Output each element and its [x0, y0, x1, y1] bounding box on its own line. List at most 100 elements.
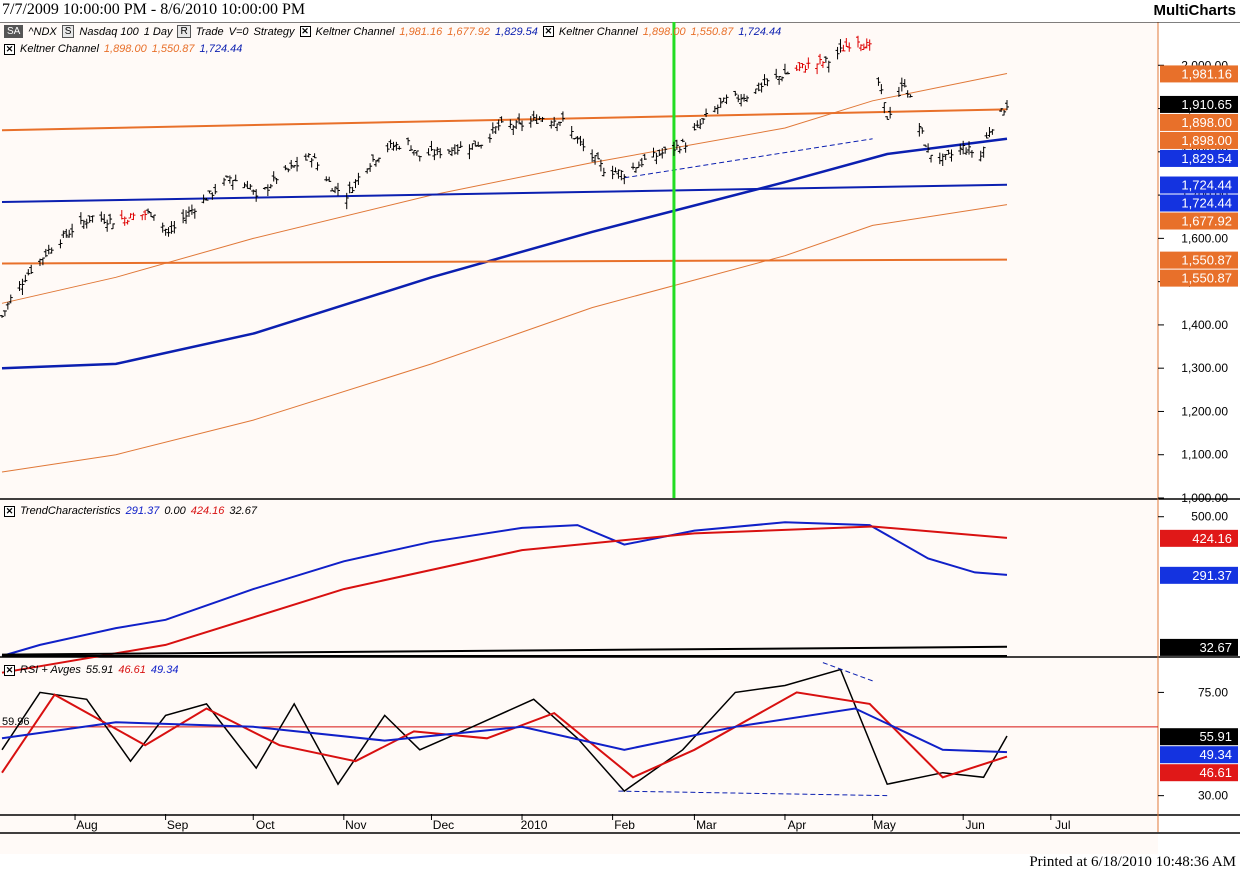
rsi-series-line [1, 691, 1008, 779]
axis-tick-label: 1,100.00 [1181, 448, 1228, 462]
value-label-bg [1160, 764, 1238, 782]
value-label-bg [1160, 176, 1238, 194]
printed-footer: Printed at 6/18/2010 10:48:36 AM [1029, 854, 1236, 870]
kc2-mid: 1,724.44 [738, 25, 782, 38]
trend-series-line [1, 525, 1008, 674]
value-label-bg [1160, 131, 1238, 149]
price-legend-row1: SA ^NDX S Nasdaq 100 1 Day R Trade V=0 S… [4, 25, 781, 38]
trend-legend: ✕ TrendCharacteristics 291.37 0.00 424.1… [4, 505, 257, 517]
value-label-bg [1160, 566, 1238, 584]
symbol-label: ^NDX [28, 25, 57, 38]
value-label: 291.37 [1192, 568, 1232, 583]
kc1-upper: 1,981.16 [399, 25, 443, 38]
trend-name: TrendCharacteristics [20, 505, 121, 517]
chart-canvas[interactable]: 1,000.00 1,100.00 1,200.00 1,300.00 1,400.00… [0, 22, 1240, 854]
x-axis-label: Sep [167, 818, 189, 832]
value-label: 1,550.87 [1181, 253, 1232, 268]
value-label-bg [1160, 728, 1238, 746]
axis-tick-label: 30.00 [1198, 789, 1228, 803]
close-icon[interactable]: ✕ [4, 505, 15, 517]
instrument-label: Nasdaq 100 [79, 25, 139, 38]
chart-header: 7/7/2009 10:00:00 PM - 8/6/2010 10:00:00… [0, 0, 1240, 22]
value-label: 55.91 [1199, 729, 1232, 744]
kc2-upper: 1,898.00 [642, 25, 686, 38]
value-label: 1,550.87 [1181, 271, 1232, 286]
close-icon[interactable]: ✕ [4, 43, 15, 55]
trend-v4: 32.67 [229, 505, 257, 517]
x-axis-label: Aug [76, 818, 97, 832]
value-label: 1,677.92 [1181, 214, 1232, 229]
price-legend-row2: ✕ Keltner Channel 1,898.00 1,550.87 1,72… [4, 43, 242, 55]
value-label-bg [1160, 212, 1238, 230]
close-icon[interactable]: ✕ [4, 664, 15, 676]
axis-tick-label: 1,400.00 [1181, 318, 1228, 332]
x-axis-label: Dec [433, 818, 454, 832]
date-range-title: 7/7/2009 10:00:00 PM - 8/6/2010 10:00:00… [2, 1, 306, 18]
value-label-bg [1160, 638, 1238, 656]
value-label-bg [1160, 269, 1238, 287]
kc-mid-line [1, 137, 1008, 370]
r-box[interactable]: R [177, 25, 191, 38]
value-label-bg [1160, 529, 1238, 547]
rsi-series-line [1, 707, 1008, 754]
rsi-v2: 46.61 [118, 664, 146, 676]
kc-upper-line [1, 73, 1008, 304]
trend-series-line [1, 521, 1008, 657]
kc-flat-upper-line [1, 108, 1008, 132]
rsi-name: RSI + Avges [20, 664, 81, 676]
axis-tick-label: 75.00 [1198, 685, 1228, 699]
rsi-v3: 49.34 [150, 664, 179, 676]
value-label: 49.34 [1199, 747, 1232, 762]
close-icon[interactable]: ✕ [299, 26, 311, 37]
symbol-box[interactable]: SA [4, 25, 24, 38]
trade-label: Trade [195, 25, 224, 38]
trendline-dashed [624, 138, 873, 179]
x-axis-label: Jul [1055, 818, 1070, 832]
kc1-name: Keltner Channel [315, 25, 395, 38]
axis-tick-label: 1,000.00 [1181, 491, 1228, 505]
rsi-legend: ✕ RSI + Avges 55.91 46.61 49.34 [4, 664, 178, 676]
x-axis-label: Oct [256, 818, 275, 832]
v-label: V=0 [228, 25, 249, 38]
rsi-ref-label: 59.96 [2, 716, 30, 728]
kc3-mid: 1,724.44 [199, 43, 243, 55]
rsi-trendline-dashed [822, 662, 873, 682]
kc2-lower: 1,550.87 [690, 25, 734, 38]
value-label: 1,981.16 [1181, 66, 1232, 81]
rsi-v1: 55.91 [85, 664, 114, 676]
kc-flat-mid-line [1, 183, 1008, 203]
axis-tick-label: 1,300.00 [1181, 361, 1228, 375]
value-label: 1,724.44 [1181, 196, 1232, 211]
price-bars [0, 35, 1010, 318]
value-label-bg [1160, 746, 1238, 764]
kc3-upper: 1,898.00 [103, 43, 147, 55]
kc1-lower: 1,677.92 [447, 25, 491, 38]
value-label-bg [1160, 95, 1238, 113]
x-axis-label: May [873, 818, 896, 832]
kc2-name: Keltner Channel [558, 25, 638, 38]
x-axis-label: Apr [788, 818, 807, 832]
x-axis-label: Jun [966, 818, 985, 832]
x-axis-label: Nov [345, 818, 366, 832]
trend-v1: 291.37 [125, 505, 160, 517]
app-brand: MultiCharts [1153, 2, 1237, 19]
interval-label: 1 Day [143, 25, 173, 38]
value-label: 1,898.00 [1181, 115, 1232, 130]
chart-background [0, 22, 1240, 854]
s-box[interactable]: S [61, 25, 75, 38]
rsi-trendline-dashed [618, 790, 888, 797]
x-axis-label: Feb [614, 818, 635, 832]
close-icon[interactable]: ✕ [542, 26, 554, 37]
value-label-bg [1160, 194, 1238, 212]
trend-series-line [1, 645, 1008, 656]
kc1-mid: 1,829.54 [495, 25, 538, 38]
trend-v2: 0.00 [164, 505, 186, 517]
value-label-bg [1160, 251, 1238, 269]
rsi-series-line [1, 668, 1008, 793]
chart-area: 1,000.00 1,100.00 1,200.00 1,300.00 1,400.00… [0, 22, 1240, 854]
value-label-bg [1160, 113, 1238, 131]
value-label: 1,829.54 [1181, 151, 1232, 166]
axis-tick-label: 500.00 [1191, 510, 1228, 524]
value-label: 32.67 [1199, 640, 1232, 655]
x-axis-label: 2010 [521, 818, 548, 832]
